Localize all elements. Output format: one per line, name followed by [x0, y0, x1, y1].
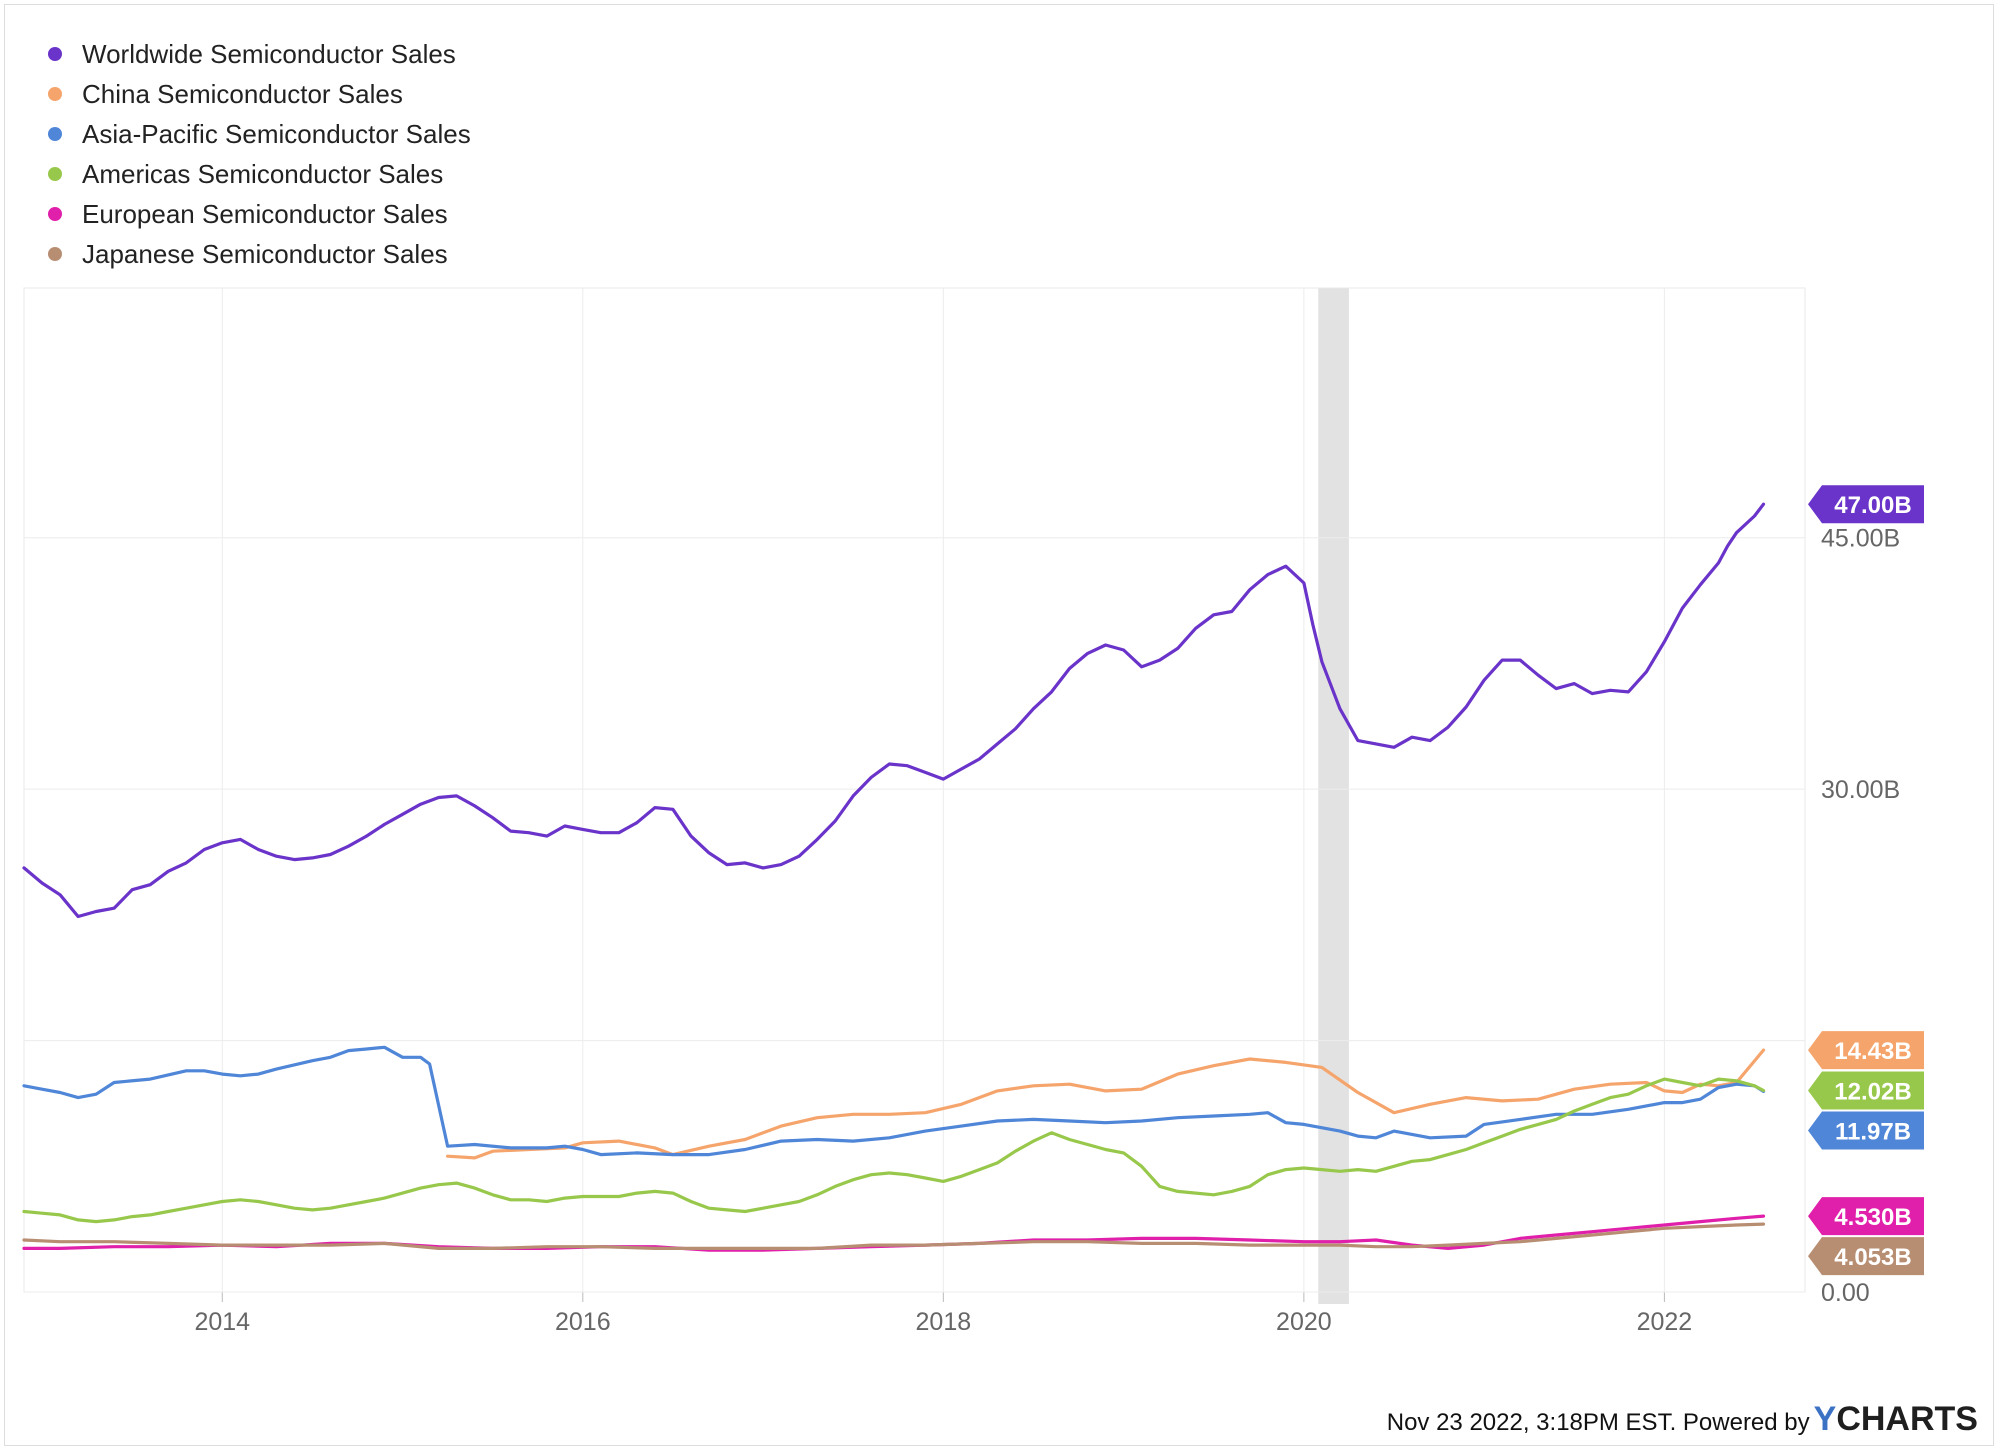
- legend-item[interactable]: Worldwide Semiconductor Sales: [48, 34, 471, 74]
- legend-item[interactable]: Japanese Semiconductor Sales: [48, 234, 471, 274]
- legend-dot-icon: [48, 127, 62, 141]
- legend-dot-icon: [48, 87, 62, 101]
- ycharts-logo[interactable]: YCHARTS: [1814, 1400, 1978, 1439]
- y-tick-label: 0.00: [1821, 1279, 1870, 1307]
- end-value-flag: [1808, 1031, 1924, 1070]
- x-tick-label: 2014: [194, 1308, 250, 1336]
- footer: Nov 23 2022, 3:18PM EST. Powered by YCHA…: [1387, 1400, 1978, 1439]
- series-line: [22, 1045, 1766, 1157]
- legend-item[interactable]: China Semiconductor Sales: [48, 74, 471, 114]
- end-value-label: 47.00B: [1834, 492, 1911, 519]
- end-value-label: 4.053B: [1834, 1244, 1911, 1271]
- footer-timestamp: Nov 23 2022, 3:18PM EST. Powered by: [1386, 1409, 1810, 1436]
- x-tick-label: 2016: [555, 1308, 611, 1336]
- end-value-label: 11.97B: [1835, 1119, 1911, 1146]
- plot-area: [23, 287, 1806, 1293]
- legend-label: European Semiconductor Sales: [82, 198, 448, 229]
- series-line: [446, 1048, 1766, 1160]
- legend-label: China Semiconductor Sales: [82, 78, 403, 109]
- legend-label: Japanese Semiconductor Sales: [82, 238, 448, 269]
- legend-dot-icon: [48, 207, 62, 221]
- end-value-flag: [1808, 1237, 1924, 1276]
- series-line: [22, 1077, 1766, 1224]
- end-value-label: 14.43B: [1834, 1038, 1911, 1065]
- legend-item[interactable]: Asia-Pacific Semiconductor Sales: [48, 114, 471, 154]
- end-value-flag: [1808, 1111, 1924, 1150]
- x-tick-label: 2022: [1637, 1308, 1693, 1336]
- legend-label: Americas Semiconductor Sales: [82, 158, 444, 189]
- end-value-flag: [1808, 1197, 1924, 1236]
- x-tick-label: 2020: [1276, 1308, 1332, 1336]
- legend-item[interactable]: European Semiconductor Sales: [48, 194, 471, 234]
- chart-frame: [4, 4, 1994, 1446]
- legend: Worldwide Semiconductor Sales China Semic…: [48, 34, 471, 274]
- legend-dot-icon: [48, 247, 62, 261]
- y-tick-label: 30.00B: [1821, 776, 1900, 804]
- legend-label: Worldwide Semiconductor Sales: [82, 38, 456, 69]
- x-tick-label: 2018: [916, 1308, 972, 1336]
- legend-dot-icon: [48, 167, 62, 181]
- end-value-flag: [1808, 485, 1924, 524]
- legend-label: Asia-Pacific Semiconductor Sales: [82, 118, 471, 149]
- brand-rest: CHARTS: [1836, 1400, 1978, 1438]
- y-tick-label: 45.00B: [1821, 525, 1900, 553]
- series-line: [22, 502, 1766, 919]
- end-value-flag: [1808, 1071, 1924, 1110]
- legend-item[interactable]: Americas Semiconductor Sales: [48, 154, 471, 194]
- end-value-label: 4.530B: [1834, 1204, 1911, 1231]
- legend-dot-icon: [48, 47, 62, 61]
- series-line: [22, 1222, 1766, 1250]
- brand-y: Y: [1813, 1400, 1837, 1438]
- recession-band: [1318, 288, 1349, 1304]
- end-value-label: 12.02B: [1834, 1079, 1911, 1106]
